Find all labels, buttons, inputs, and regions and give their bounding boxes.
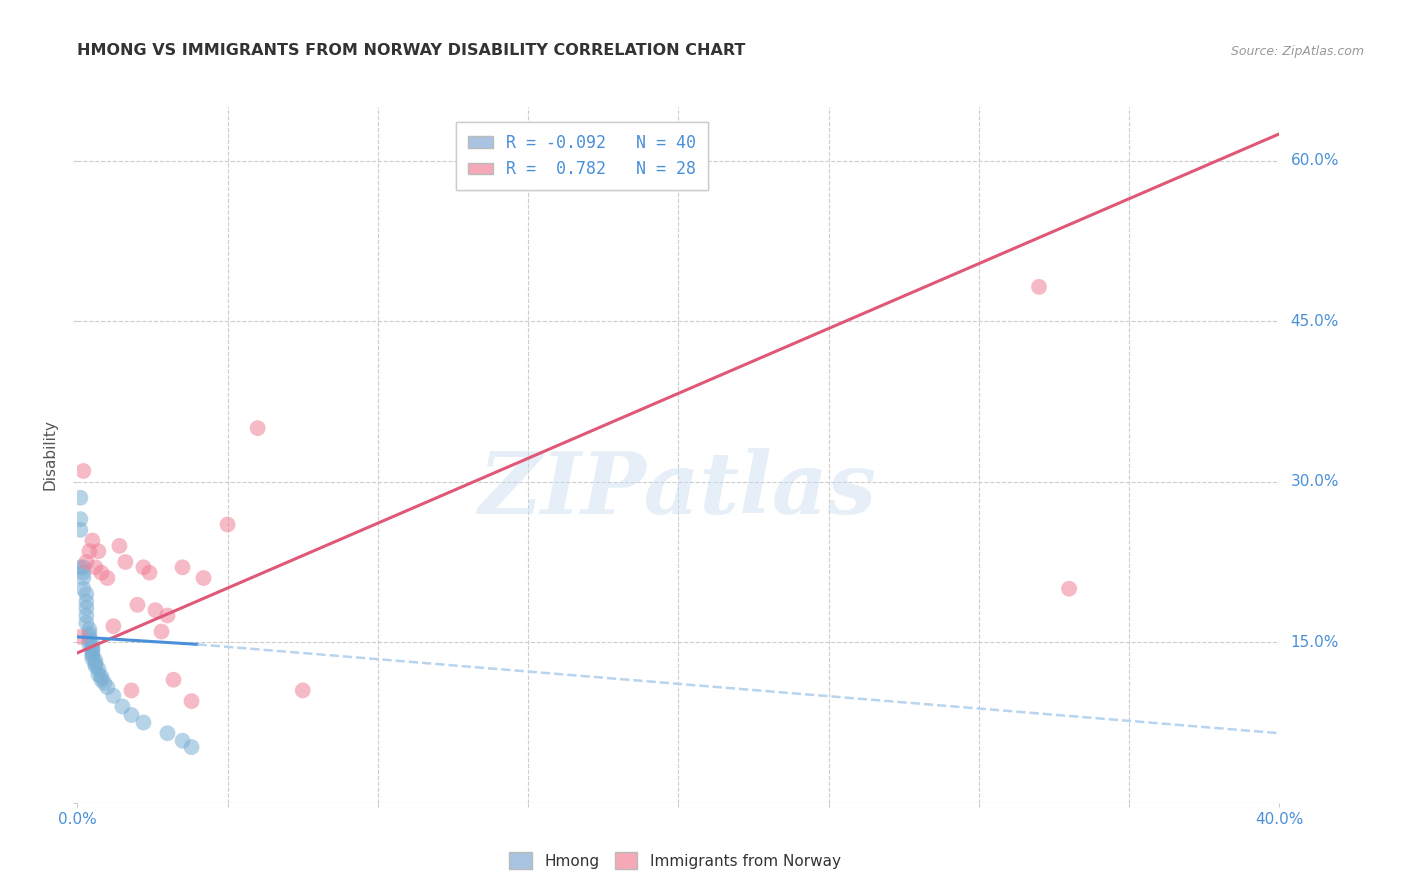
Point <box>1057 582 1080 596</box>
Point <box>75 587 97 601</box>
Point <box>79 633 101 648</box>
Point <box>82 646 104 660</box>
Point <box>156 608 179 623</box>
Point <box>150 624 173 639</box>
Point <box>69 630 91 644</box>
Point <box>79 623 101 637</box>
Point <box>132 560 155 574</box>
Text: HMONG VS IMMIGRANTS FROM NORWAY DISABILITY CORRELATION CHART: HMONG VS IMMIGRANTS FROM NORWAY DISABILI… <box>77 43 745 58</box>
Point <box>84 653 107 667</box>
Point <box>75 608 97 623</box>
Point <box>127 598 149 612</box>
Point <box>132 715 155 730</box>
Point <box>180 694 202 708</box>
Legend: R = -0.092   N = 40, R =  0.782   N = 28: R = -0.092 N = 40, R = 0.782 N = 28 <box>457 122 709 190</box>
Point <box>111 699 134 714</box>
Point <box>82 533 104 548</box>
Point <box>84 657 107 671</box>
Point <box>114 555 136 569</box>
Point <box>69 491 91 505</box>
Text: ZIPatlas: ZIPatlas <box>479 448 877 532</box>
Point <box>93 676 115 690</box>
Point <box>120 683 142 698</box>
Point <box>246 421 269 435</box>
Point <box>90 566 112 580</box>
Point <box>90 673 112 687</box>
Point <box>96 680 118 694</box>
Point <box>72 464 94 478</box>
Point <box>291 683 314 698</box>
Point <box>82 642 104 657</box>
Point <box>72 582 94 596</box>
Point <box>72 571 94 585</box>
Point <box>193 571 215 585</box>
Point <box>120 708 142 723</box>
Y-axis label: Disability: Disability <box>42 419 58 491</box>
Point <box>69 560 91 574</box>
Point <box>69 523 91 537</box>
Point <box>72 560 94 574</box>
Point <box>79 544 101 558</box>
Point <box>87 544 110 558</box>
Point <box>72 566 94 580</box>
Point <box>180 740 202 755</box>
Point <box>103 619 125 633</box>
Point <box>145 603 167 617</box>
Text: 60.0%: 60.0% <box>1291 153 1339 168</box>
Point <box>172 560 194 574</box>
Point <box>96 571 118 585</box>
Point <box>75 615 97 630</box>
Point <box>87 662 110 676</box>
Point <box>162 673 184 687</box>
Point <box>217 517 239 532</box>
Point <box>75 601 97 615</box>
Text: 15.0%: 15.0% <box>1291 635 1339 649</box>
Point <box>79 637 101 651</box>
Point <box>108 539 131 553</box>
Point <box>138 566 160 580</box>
Point <box>84 658 107 673</box>
Point <box>87 667 110 681</box>
Point <box>82 648 104 662</box>
Point <box>82 640 104 655</box>
Point <box>79 630 101 644</box>
Point <box>82 651 104 665</box>
Text: 30.0%: 30.0% <box>1291 475 1339 489</box>
Legend: Hmong, Immigrants from Norway: Hmong, Immigrants from Norway <box>503 846 846 875</box>
Text: 45.0%: 45.0% <box>1291 314 1339 328</box>
Point <box>75 555 97 569</box>
Point <box>103 689 125 703</box>
Text: Source: ZipAtlas.com: Source: ZipAtlas.com <box>1230 45 1364 58</box>
Point <box>156 726 179 740</box>
Point <box>75 594 97 608</box>
Point <box>79 626 101 640</box>
Point <box>1028 280 1050 294</box>
Point <box>84 560 107 574</box>
Point <box>172 733 194 747</box>
Point <box>69 512 91 526</box>
Point <box>90 669 112 683</box>
Point <box>82 637 104 651</box>
